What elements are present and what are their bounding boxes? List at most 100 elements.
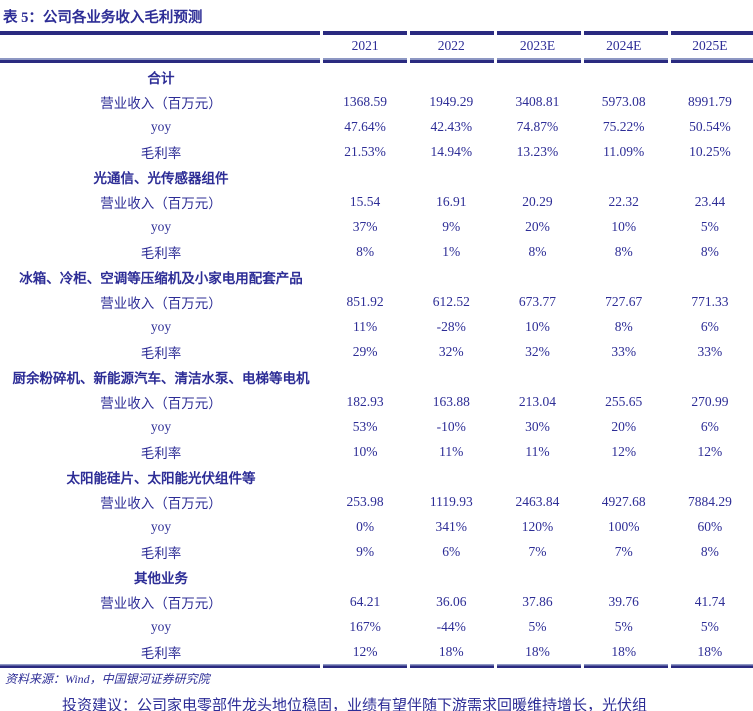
table-row: 营业收入（百万元） 851.92 612.52 673.77 727.67 771.33 <box>0 289 753 314</box>
cell-value: 32% <box>525 343 550 359</box>
cell-value: 41.74 <box>694 593 726 609</box>
row-label: 营业收入（百万元） <box>100 595 222 611</box>
cell-value: 18% <box>611 643 637 659</box>
rule-segment <box>323 664 407 668</box>
cell-value: 10.25% <box>689 143 731 159</box>
cell-value: 213.04 <box>518 393 557 409</box>
row-label: 营业收入（百万元） <box>100 495 222 511</box>
cell-value: 7884.29 <box>687 493 732 509</box>
cell-value: 100% <box>607 518 640 534</box>
cell-value: 75.22% <box>602 118 645 134</box>
cell-value: 11% <box>439 443 464 459</box>
row-label: yoy <box>150 618 172 634</box>
cell-value: 18% <box>525 643 550 659</box>
table-row: yoy 0% 341% 120% 100% 60% <box>0 514 753 539</box>
cell-value: 22.32 <box>608 193 639 209</box>
cell-value: 42.43% <box>430 118 473 134</box>
rule-segment <box>0 31 320 35</box>
column-header-2024e: 2024E <box>606 37 642 53</box>
column-header-row: 2021 2022 2023E 2024E 2025E <box>0 33 753 58</box>
cell-value: 8% <box>700 543 719 559</box>
row-label: 毛利率 <box>140 645 182 661</box>
section-header-row: 合计 <box>0 64 753 89</box>
cell-value: 33% <box>611 343 637 359</box>
rule-segment <box>584 58 668 63</box>
table-row: yoy 47.64% 42.43% 74.87% 75.22% 50.54% <box>0 114 753 139</box>
cell-value: 47.64% <box>344 118 386 134</box>
table-top-rule <box>0 31 753 35</box>
table-title: 表 5：公司各业务收入毛利预测 <box>3 10 203 26</box>
cell-value: 74.87% <box>516 118 559 134</box>
section-header: 光通信、光传感器组件 <box>93 170 229 186</box>
row-label: 营业收入（百万元） <box>100 195 222 211</box>
table-row: yoy 37% 9% 20% 10% 5% <box>0 214 753 239</box>
rule-segment <box>323 31 407 35</box>
rule-segment <box>584 664 668 668</box>
cell-value: 39.76 <box>608 593 639 609</box>
cell-value: 5% <box>700 618 719 634</box>
row-label: yoy <box>150 318 172 334</box>
cell-value: 64.21 <box>349 593 381 609</box>
cell-value: 11% <box>525 443 550 459</box>
cell-value: 8% <box>700 243 719 259</box>
row-label: yoy <box>150 218 172 234</box>
clipped-body-paragraph: 投资建议：公司家电零部件龙头地位稳固，业绩有望伴随下游需求回暖维持增长，光伏组 <box>62 698 648 711</box>
rule-segment <box>323 58 407 63</box>
row-label: yoy <box>150 118 172 134</box>
rule-segment <box>671 31 753 35</box>
cell-value: 7% <box>614 543 633 559</box>
cell-value: 120% <box>521 518 554 534</box>
column-header-2022: 2022 <box>437 37 465 53</box>
cell-value: 163.88 <box>432 393 470 409</box>
cell-value: 8% <box>528 243 547 259</box>
table-row: 营业收入（百万元） 15.54 16.91 20.29 22.32 23.44 <box>0 189 753 214</box>
table-row: yoy 53% -10% 30% 20% 6% <box>0 414 753 439</box>
cell-value: 3408.81 <box>515 93 560 109</box>
rule-segment <box>671 58 753 63</box>
table-row: 毛利率 21.53% 14.94% 13.23% 11.09% 10.25% <box>0 139 753 164</box>
cell-value: 20% <box>525 218 550 234</box>
cell-value: 23.44 <box>694 193 726 209</box>
cell-value: 18% <box>697 643 723 659</box>
section-header: 合计 <box>147 70 175 86</box>
source-note: 资料来源：Wind，中国银河证券研究院 <box>5 672 210 686</box>
table-row: yoy 11% -28% 10% 8% 6% <box>0 314 753 339</box>
section-header-row: 厨余粉碎机、新能源汽车、清洁水泵、电梯等电机 <box>0 364 753 389</box>
section-header-row: 其他业务 <box>0 564 753 589</box>
table-row: yoy 167% -44% 5% 5% 5% <box>0 614 753 639</box>
cell-value: 341% <box>435 518 468 534</box>
cell-value: -10% <box>436 418 466 434</box>
cell-value: 5973.08 <box>601 93 646 109</box>
cell-value: 15.54 <box>349 193 381 209</box>
cell-value: 4927.68 <box>601 493 646 509</box>
section-header: 冰箱、冷柜、空调等压缩机及小家电用配套产品 <box>19 270 303 286</box>
section-header-row: 太阳能硅片、太阳能光伏组件等 <box>0 464 753 489</box>
cell-value: 0% <box>356 518 375 534</box>
cell-value: 1949.29 <box>429 93 474 109</box>
cell-value: 8991.79 <box>687 93 732 109</box>
cell-value: 9% <box>356 543 375 559</box>
cell-value: 8% <box>356 243 375 259</box>
cell-value: 10% <box>611 218 637 234</box>
cell-value: 612.52 <box>432 293 470 309</box>
column-header-2023e: 2023E <box>519 37 556 53</box>
cell-value: 8% <box>614 318 633 334</box>
cell-value: 29% <box>352 343 378 359</box>
cell-value: 30% <box>525 418 550 434</box>
cell-value: 167% <box>349 618 381 634</box>
cell-value: 673.77 <box>518 293 557 309</box>
cell-value: 13.23% <box>516 143 559 159</box>
cell-value: 20.29 <box>522 193 553 209</box>
row-label: 毛利率 <box>140 445 182 461</box>
cell-value: 7% <box>528 543 547 559</box>
cell-value: 270.99 <box>691 393 729 409</box>
column-header-2021: 2021 <box>351 37 379 53</box>
row-label: yoy <box>150 518 172 534</box>
cell-value: 182.93 <box>346 393 384 409</box>
rule-segment <box>671 664 753 668</box>
section-header-row: 光通信、光传感器组件 <box>0 164 753 189</box>
rule-segment <box>410 31 494 35</box>
cell-value: 1% <box>442 243 461 259</box>
rule-segment <box>497 664 581 668</box>
row-label: 营业收入（百万元） <box>100 95 222 111</box>
